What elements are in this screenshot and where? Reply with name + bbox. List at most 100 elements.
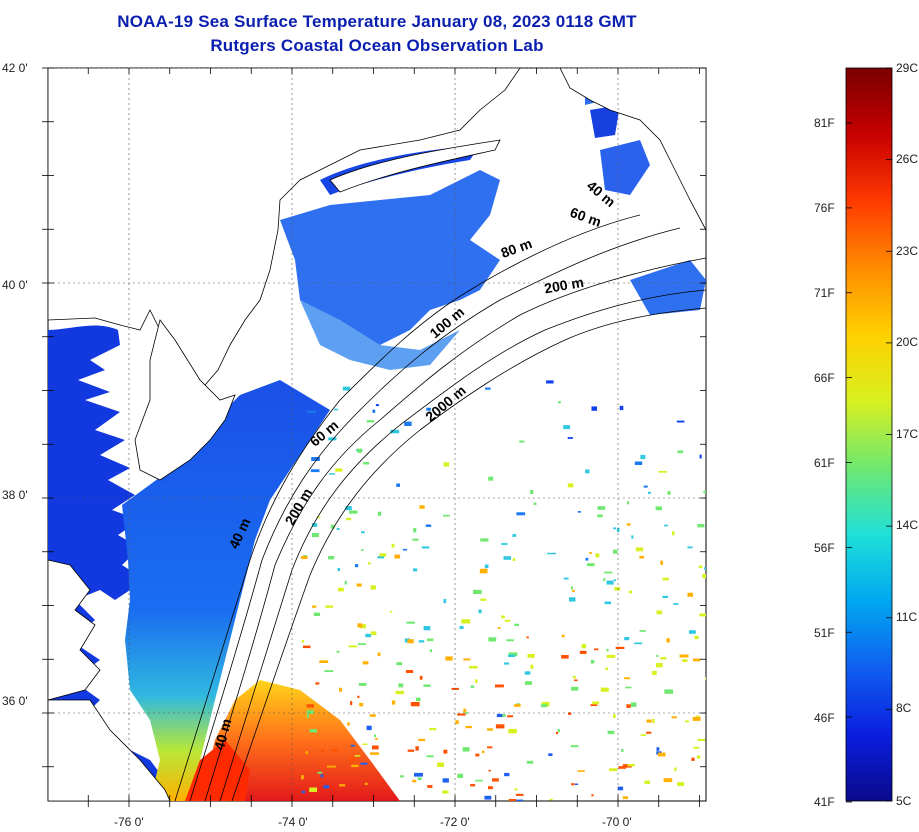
sst-pixel xyxy=(685,720,689,723)
sst-pixel xyxy=(442,778,449,783)
sst-pixel xyxy=(693,658,701,662)
sst-pixel xyxy=(515,793,524,796)
sst-pixel xyxy=(671,716,677,719)
sst-pixel xyxy=(399,775,404,778)
sst-pixel xyxy=(652,718,655,724)
sst-pixel xyxy=(347,722,350,726)
sst-pixel xyxy=(594,648,599,651)
sst-pixel xyxy=(413,528,417,533)
sst-pixel xyxy=(357,695,360,698)
shelf-water xyxy=(122,380,330,801)
sst-pixel xyxy=(563,425,570,430)
sst-pixel xyxy=(377,652,381,657)
sst-pixel xyxy=(301,775,304,780)
sst-pixel xyxy=(418,738,426,741)
sst-pixel xyxy=(687,592,693,597)
sst-pixel xyxy=(363,462,369,465)
celsius-label: 11C xyxy=(896,610,917,624)
sst-pixel xyxy=(557,728,560,733)
sst-pixel xyxy=(597,506,606,510)
sst-pixel xyxy=(585,557,589,561)
sst-pixel xyxy=(303,555,307,557)
sst-pixel xyxy=(414,772,423,777)
gulf-stream-warm-water xyxy=(200,680,400,801)
sst-pixel xyxy=(465,725,472,729)
isobath-80m xyxy=(204,257,707,802)
sst-pixel xyxy=(677,782,685,786)
sst-pixel xyxy=(635,547,644,552)
sst-pixel xyxy=(614,587,621,591)
fahrenheit-label: 56F xyxy=(814,541,835,555)
long-island xyxy=(329,139,501,193)
sst-pixel xyxy=(463,708,467,713)
sst-pixel xyxy=(324,670,334,672)
sst-pixel xyxy=(480,598,487,601)
sst-pixel xyxy=(394,554,401,559)
sst-pixel xyxy=(504,772,510,777)
sst-pixel xyxy=(617,786,624,791)
sst-pixel xyxy=(366,420,375,423)
sst-pixel xyxy=(362,743,368,745)
sst-pixel xyxy=(395,690,404,695)
sst-pixel xyxy=(366,725,372,731)
sst-pixel xyxy=(415,746,419,751)
sst-pixel xyxy=(699,613,706,617)
sst-pixel xyxy=(370,752,379,755)
sst-pixel xyxy=(410,702,420,707)
sst-pixel xyxy=(360,624,366,629)
isobath-label: 200 m xyxy=(543,274,585,297)
sst-pixel xyxy=(305,751,308,754)
sst-pixel xyxy=(666,638,670,643)
sst-pixel xyxy=(335,468,343,472)
sst-pixel xyxy=(421,546,430,549)
sst-pixel xyxy=(573,675,576,679)
sst-pixel xyxy=(592,701,600,705)
sst-pixel xyxy=(374,738,378,740)
sst-pixel xyxy=(673,603,679,605)
sst-pixel xyxy=(349,757,355,762)
sst-pixel xyxy=(402,548,408,551)
lon-axis-labels: -76 0' -74 0' -72 0' -70 0' xyxy=(114,815,632,829)
sst-pixel xyxy=(647,491,651,494)
sst-pixel xyxy=(484,564,489,569)
sst-pixel xyxy=(525,681,533,685)
lat-label: 40 0' xyxy=(2,278,28,292)
ny-bight-water xyxy=(280,170,500,345)
isobath-2000m xyxy=(231,307,707,802)
sst-pixel xyxy=(337,567,341,571)
sst-pixel xyxy=(512,534,517,537)
shelf-break-patch xyxy=(630,260,706,315)
celsius-label: 26C xyxy=(896,152,918,166)
sst-pixel xyxy=(321,750,325,753)
sst-pixel xyxy=(604,601,611,605)
sst-pixel xyxy=(628,590,632,594)
sst-pixel xyxy=(561,655,569,659)
sst-pixel xyxy=(415,697,421,702)
sst-pixel xyxy=(503,556,511,560)
isobath-40m xyxy=(174,214,641,802)
sst-pixel xyxy=(541,701,550,707)
sst-pixel xyxy=(656,654,659,657)
sst-pixel xyxy=(480,538,489,542)
sst-pixel xyxy=(660,657,667,660)
sst-pixel xyxy=(514,704,521,707)
sst-pixel xyxy=(703,491,706,494)
fahrenheit-label: 81F xyxy=(814,116,835,130)
sst-pixel xyxy=(485,387,491,390)
sst-pixel xyxy=(437,762,445,767)
sst-pixel xyxy=(626,523,631,526)
sst-pixel xyxy=(508,728,517,734)
sst-pixel xyxy=(634,461,643,465)
sst-pixel xyxy=(391,543,395,548)
lat-axis-labels: 42 0' 40 0' 38 0' 36 0' xyxy=(2,61,28,708)
sst-pixel xyxy=(379,553,387,557)
sst-pixel xyxy=(328,556,335,560)
georges-bank-patch xyxy=(600,140,650,195)
sst-pixel xyxy=(514,623,519,626)
sst-pixel xyxy=(339,784,346,787)
sst-pixel xyxy=(495,684,504,688)
sst-pixel xyxy=(607,730,615,735)
sst-pixel xyxy=(501,543,508,545)
sst-pixel xyxy=(356,583,362,587)
sst-pixel xyxy=(606,648,609,652)
